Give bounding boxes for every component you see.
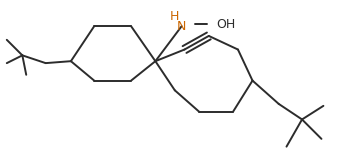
Text: OH: OH	[217, 18, 236, 31]
Text: H: H	[170, 10, 180, 23]
Text: N: N	[177, 20, 186, 33]
